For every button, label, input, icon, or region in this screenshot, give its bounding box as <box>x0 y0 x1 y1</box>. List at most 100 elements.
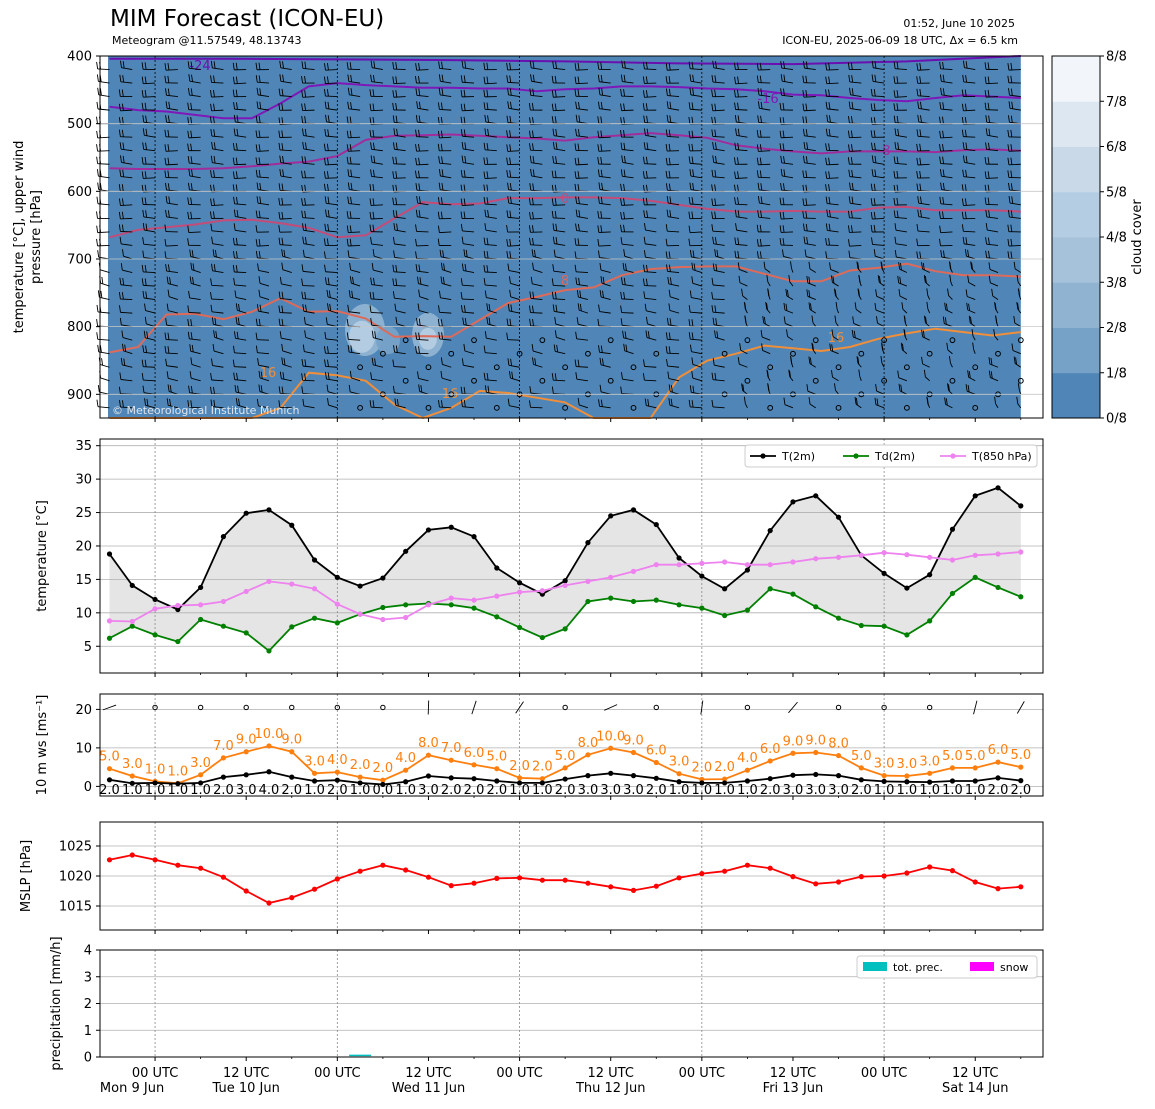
series-point <box>380 863 385 868</box>
series-point <box>973 575 978 580</box>
x-day-label: Wed 11 Jun <box>392 1081 465 1096</box>
series-point <box>289 581 294 586</box>
x-tick-label: 00 UTC <box>861 1066 907 1081</box>
wind-barb <box>758 177 770 178</box>
wind-barb <box>553 205 565 206</box>
series-point <box>927 555 932 560</box>
series-point <box>312 586 317 591</box>
series-point <box>790 773 795 778</box>
wind-barb <box>644 286 656 287</box>
wind-barb <box>143 97 155 98</box>
y-tick-label: 25 <box>75 506 92 521</box>
wind-barb-flag <box>97 239 98 246</box>
cloud-patch <box>376 326 400 354</box>
series-point <box>266 743 271 748</box>
series-point <box>836 616 841 621</box>
wind-barb <box>622 96 634 97</box>
series-point <box>676 555 681 560</box>
precip-bar <box>349 1055 371 1057</box>
series-point <box>1018 503 1023 508</box>
colorbar-swatch <box>1052 237 1100 283</box>
series-point <box>426 602 431 607</box>
series-point <box>585 752 590 757</box>
x-tick-label: 12 UTC <box>587 1066 633 1081</box>
series-point <box>995 551 1000 556</box>
y-tick-label: 30 <box>75 473 92 488</box>
wind-barb <box>1009 70 1021 71</box>
colorbar-swatch <box>1052 147 1100 193</box>
wind-barb <box>120 299 132 300</box>
data-label: 7.0 <box>441 741 462 756</box>
y-tick-label: 2 <box>84 997 92 1012</box>
series-point <box>950 591 955 596</box>
cloud-patch <box>419 328 437 350</box>
isotherm-label: -24 <box>189 59 210 74</box>
series-point <box>494 876 499 881</box>
series-point <box>585 540 590 545</box>
chart-subtitle: Meteogram @11.57549, 48.13743 <box>112 34 302 47</box>
legend-swatch-dot <box>950 453 955 458</box>
y-tick-label: 500 <box>67 117 92 132</box>
wind-barb-flag <box>102 277 103 284</box>
wind-barb-flag <box>102 358 103 365</box>
data-label: 5.0 <box>1010 748 1031 763</box>
x-tick-label: 00 UTC <box>314 1066 360 1081</box>
wind-barb <box>804 110 816 111</box>
series-point <box>107 618 112 623</box>
series-point <box>950 868 955 873</box>
wind-barb <box>348 245 360 246</box>
colorbar-swatch <box>1052 328 1100 374</box>
series-point <box>585 599 590 604</box>
series-point <box>813 750 818 755</box>
series-point <box>950 765 955 770</box>
series-point <box>927 771 932 776</box>
series-point <box>745 562 750 567</box>
series-point <box>904 552 909 557</box>
wind-barb <box>849 218 861 219</box>
wind-barb <box>98 164 110 165</box>
series-point <box>904 773 909 778</box>
isotherm-label: 8 <box>561 274 569 289</box>
legend-label: tot. prec. <box>893 961 943 974</box>
y-tick-label: 1 <box>84 1024 92 1039</box>
series-point <box>631 569 636 574</box>
data-label: 3.0 <box>122 757 143 772</box>
series-point <box>335 770 340 775</box>
series-point <box>244 630 249 635</box>
data-label: 2.0 <box>532 760 553 775</box>
data-label: 9.0 <box>281 733 302 748</box>
series-point <box>882 571 887 576</box>
y-tick-label: 1025 <box>59 840 92 855</box>
wind-barb <box>576 83 588 84</box>
data-label: 3.0 <box>190 756 211 771</box>
series-point <box>699 573 704 578</box>
wind-barb <box>462 299 474 300</box>
data-label: 8.0 <box>828 737 849 752</box>
series-point <box>585 579 590 584</box>
colorbar-swatch <box>1052 282 1100 328</box>
series-point <box>745 608 750 613</box>
wind-barb-flag <box>100 183 101 190</box>
series-point <box>471 606 476 611</box>
series-point <box>494 594 499 599</box>
wind-barb-flag <box>98 250 99 257</box>
series-point <box>882 773 887 778</box>
series-point <box>631 507 636 512</box>
data-label: 10.0 <box>596 729 625 744</box>
wind-barb <box>963 231 975 232</box>
x-tick-label: 00 UTC <box>496 1066 542 1081</box>
isotherm-label: -16 <box>757 92 778 107</box>
series-point <box>289 749 294 754</box>
series-point <box>768 562 773 567</box>
series-point <box>699 871 704 876</box>
series-point <box>244 772 249 777</box>
data-label: 3.0 <box>874 757 895 772</box>
series-point <box>266 648 271 653</box>
series-point <box>471 881 476 886</box>
y-axis-label: precipitation [mm/h] <box>49 936 64 1070</box>
series-point <box>517 580 522 585</box>
x-tick-label: 12 UTC <box>405 1066 451 1081</box>
data-label: 6.0 <box>760 742 781 757</box>
series-point <box>449 602 454 607</box>
wind-barb <box>788 702 797 713</box>
